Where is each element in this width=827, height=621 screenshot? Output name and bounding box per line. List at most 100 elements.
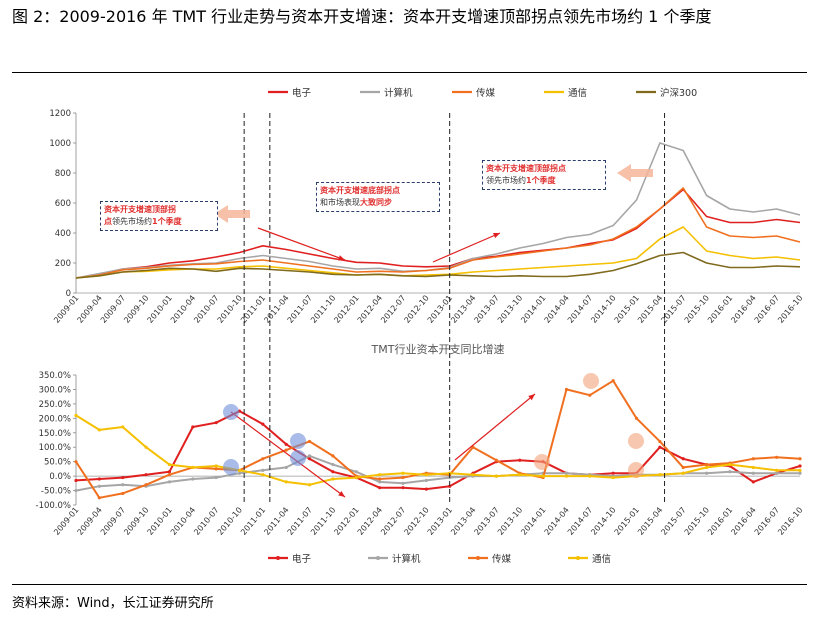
top-rule: [12, 72, 807, 73]
data-point: [798, 471, 802, 475]
data-point: [74, 413, 78, 418]
data-point: [728, 470, 732, 474]
data-point: [564, 474, 569, 478]
data-point: [167, 480, 172, 484]
x-tick-label: 2016-10: [776, 294, 804, 325]
trend-arrow-up-lower: [454, 393, 536, 461]
legend-marker: [576, 556, 580, 560]
annotation-2-text: 和市场表现: [320, 198, 360, 207]
data-point: [261, 473, 265, 477]
data-point: [471, 473, 475, 477]
data-point: [611, 379, 615, 383]
data-point: [307, 457, 312, 461]
y-tick-label: 400: [55, 229, 71, 239]
data-point: [728, 462, 732, 467]
legend-label: 计算机: [384, 87, 413, 99]
data-point: [658, 439, 662, 444]
legend-label: 通信: [568, 87, 587, 99]
highlight-circle: [628, 462, 644, 478]
data-point: [798, 457, 802, 461]
data-point: [144, 445, 148, 449]
y-tick-label: 800: [55, 169, 71, 179]
y-tick-label: 150.0%: [39, 429, 71, 439]
data-point: [424, 478, 428, 483]
legend-marker: [276, 556, 280, 560]
data-point: [611, 475, 615, 480]
data-point: [261, 457, 265, 461]
annotation-1-text: 领先市场约: [112, 217, 152, 226]
data-point: [97, 496, 101, 500]
annotation-1-red: 资本开支增速顶部拐: [104, 205, 176, 214]
data-point: [494, 458, 498, 462]
data-point: [704, 465, 709, 470]
chart-title: TMT行业资本开支同比增速: [371, 342, 505, 356]
data-point: [378, 473, 382, 477]
data-point: [681, 465, 685, 470]
legend-label: 通信: [592, 553, 611, 565]
bottom-rule: [12, 584, 807, 585]
annotation-1-red-c: 1个季度: [152, 217, 182, 226]
trend-arrow-down-head: [338, 255, 345, 261]
legend-label: 沪深300: [660, 87, 697, 99]
data-point: [121, 491, 125, 496]
lead-arrow-1: [214, 205, 250, 223]
highlight-circle: [534, 454, 550, 470]
y-tick-label: 0: [66, 289, 71, 299]
data-point: [588, 474, 592, 478]
y-tick-label: -100.0%: [36, 501, 71, 511]
annotation-2-red-b: 大致同步: [360, 198, 392, 207]
data-point: [167, 462, 172, 467]
annotation-1-red-b: 点: [104, 217, 112, 226]
y-tick-label: 200.0%: [39, 414, 71, 424]
highlight-circle: [290, 450, 306, 466]
series-line-1: [75, 188, 801, 279]
y-tick-label: 300.0%: [39, 385, 71, 395]
y-tick-label: 1200: [49, 109, 71, 119]
data-point: [121, 475, 125, 480]
data-point: [191, 465, 195, 470]
data-point: [284, 465, 288, 470]
data-point: [284, 448, 288, 452]
data-point: [681, 457, 685, 461]
data-point: [401, 481, 405, 485]
data-point: [658, 473, 662, 477]
data-point: [121, 425, 125, 429]
data-point: [541, 474, 545, 478]
series-line-3: [75, 187, 801, 279]
data-point: [237, 468, 242, 472]
y-tick-label: 350.0%: [39, 371, 71, 381]
legend-label: 电子: [292, 87, 312, 99]
data-point: [518, 458, 522, 462]
y-tick-label: 600: [55, 199, 71, 209]
data-point: [284, 480, 288, 484]
data-point: [564, 471, 569, 475]
y-tick-label: 250.0%: [39, 400, 71, 410]
data-point: [751, 457, 755, 461]
data-point: [97, 477, 101, 481]
series-line-5: [75, 251, 801, 279]
data-point: [191, 425, 195, 429]
data-point: [448, 484, 452, 488]
trend-arrow-up-lower-head: [528, 394, 535, 401]
y-tick-label: 1000: [49, 139, 71, 149]
data-point: [74, 478, 78, 483]
trend-arrow-down-lower-head: [338, 490, 345, 497]
data-point: [331, 462, 335, 467]
trend-arrow-down-lower: [230, 411, 346, 498]
data-point: [424, 473, 428, 477]
data-point: [74, 488, 78, 493]
data-point: [74, 460, 78, 464]
legend-label: 传媒: [492, 553, 512, 565]
data-point: [751, 465, 755, 470]
data-point: [237, 471, 242, 475]
data-point: [167, 470, 172, 474]
data-point: [307, 483, 312, 487]
trend-arrow-up-head: [493, 233, 500, 239]
data-point: [121, 483, 125, 487]
annotation-3-text: 领先市场约: [486, 176, 526, 185]
data-point: [214, 464, 218, 468]
data-point: [424, 487, 428, 491]
x-tick-label: 2016-10: [776, 506, 804, 537]
trend-arrow-down: [257, 227, 346, 261]
data-point: [378, 480, 382, 484]
